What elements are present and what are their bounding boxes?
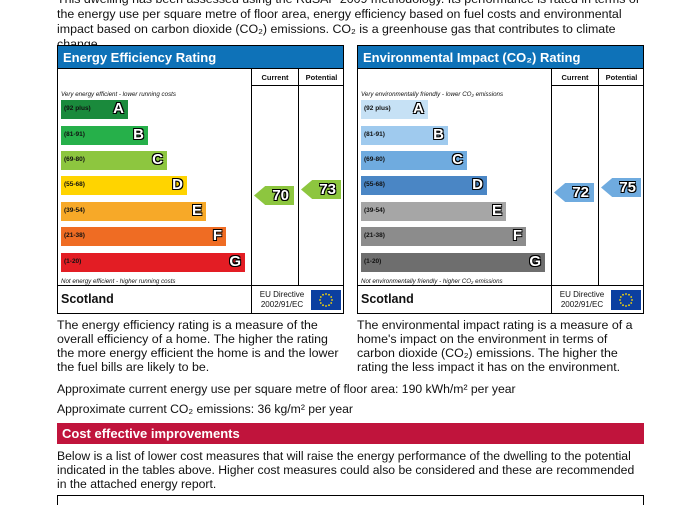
band-range: (39-54) (364, 207, 385, 214)
band-range: (1-20) (364, 258, 382, 265)
eu-flag-icon (611, 290, 641, 310)
environmental-impact-chart: Current Potential Very environmentally f… (357, 69, 644, 314)
band-b: (81-91) B (61, 126, 148, 145)
improvements-text: Below is a list of lower cost measures t… (57, 449, 635, 491)
energy-use-line: Approximate current energy use per squar… (57, 382, 516, 396)
potential-rating-arrow: 75 (601, 178, 641, 197)
panel-footer: Scotland EU Directive 2002/91/EC (358, 285, 643, 313)
band-range: (55-68) (364, 181, 385, 188)
band-letter: A (113, 100, 124, 117)
bottom-descriptor: Not energy efficient - higher running co… (61, 278, 176, 285)
band-range: (21-38) (64, 232, 85, 239)
band-d: (55-68) D (61, 176, 187, 195)
current-rating-arrow: 72 (554, 183, 594, 202)
band-f: (21-38) F (361, 227, 526, 246)
band-letter: G (529, 253, 541, 270)
band-letter: D (472, 176, 483, 193)
band-range: (1-20) (64, 258, 82, 265)
potential-column-header: Potential (598, 69, 644, 86)
band-range: (92 plus) (64, 105, 91, 112)
band-g: (1-20) G (361, 253, 545, 272)
current-column-header: Current (551, 69, 598, 86)
band-c: (69-80) C (361, 151, 467, 170)
top-descriptor: Very environmentally friendly - lower CO… (361, 91, 504, 98)
band-range: (81-91) (364, 131, 385, 138)
eu-directive: EU Directive 2002/91/EC (559, 290, 605, 309)
band-e: (39-54) E (361, 202, 506, 221)
eu-flag-icon (311, 290, 341, 310)
bottom-descriptor: Not environmentally friendly - higher CO… (361, 278, 503, 285)
band-g: (1-20) G (61, 253, 245, 272)
footer-divider (551, 286, 552, 313)
column-divider (298, 69, 299, 285)
improvements-header: Cost effective improvements (57, 423, 644, 444)
band-range: (69-80) (364, 156, 385, 163)
column-divider (551, 69, 552, 285)
band-letter: E (491, 202, 502, 219)
column-divider (598, 69, 599, 285)
energy-efficiency-panel: Energy Efficiency Rating Current Potenti… (57, 45, 344, 314)
band-letter: E (191, 202, 202, 219)
environmental-impact-description: The environmental impact rating is a mea… (357, 318, 633, 374)
band-range: (81-91) (64, 131, 85, 138)
band-range: (21-38) (364, 232, 385, 239)
current-column-header: Current (251, 69, 298, 86)
band-letter: B (133, 126, 144, 143)
band-a: (92 plus) A (361, 100, 428, 119)
band-c: (69-80) C (61, 151, 167, 170)
band-f: (21-38) F (61, 227, 226, 246)
energy-efficiency-chart: Current Potential Very energy efficient … (57, 69, 344, 314)
column-divider (251, 69, 252, 285)
current-rating-arrow: 70 (254, 186, 294, 205)
country-label: Scotland (361, 292, 414, 306)
environmental-impact-title: Environmental Impact (CO₂) Rating (357, 45, 644, 69)
top-descriptor: Very energy efficient - lower running co… (61, 91, 176, 98)
band-letter: G (229, 253, 241, 270)
band-e: (39-54) E (61, 202, 206, 221)
band-range: (92 plus) (364, 105, 391, 112)
band-letter: F (512, 227, 522, 244)
band-letter: D (172, 176, 183, 193)
energy-efficiency-title: Energy Efficiency Rating (57, 45, 344, 69)
band-letter: A (413, 100, 424, 117)
eu-directive: EU Directive 2002/91/EC (259, 290, 305, 309)
footer-divider (251, 286, 252, 313)
band-letter: B (433, 126, 444, 143)
improvements-table (57, 495, 644, 505)
panel-footer: Scotland EU Directive 2002/91/EC (58, 285, 343, 313)
current-rating-value: 70 (272, 187, 289, 204)
potential-rating-arrow: 73 (301, 180, 341, 199)
band-a: (92 plus) A (61, 100, 128, 119)
band-range: (55-68) (64, 181, 85, 188)
energy-efficiency-description: The energy efficiency rating is a measur… (57, 318, 339, 374)
band-letter: F (212, 227, 222, 244)
band-d: (55-68) D (361, 176, 487, 195)
current-rating-value: 72 (572, 184, 589, 201)
band-letter: C (452, 151, 463, 168)
band-b: (81-91) B (361, 126, 448, 145)
potential-rating-value: 75 (619, 179, 636, 196)
potential-rating-value: 73 (319, 181, 336, 198)
band-range: (69-80) (64, 156, 85, 163)
band-letter: C (152, 151, 163, 168)
potential-column-header: Potential (298, 69, 344, 86)
country-label: Scotland (61, 292, 114, 306)
co2-emissions-line: Approximate current CO₂ emissions: 36 kg… (57, 402, 353, 416)
band-range: (39-54) (64, 207, 85, 214)
environmental-impact-panel: Environmental Impact (CO₂) Rating Curren… (357, 45, 644, 314)
